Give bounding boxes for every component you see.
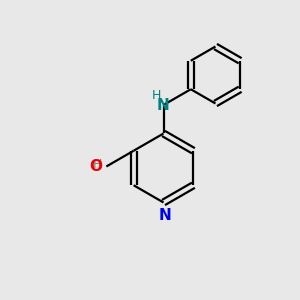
Text: H: H — [151, 89, 161, 102]
Text: N: N — [159, 208, 171, 223]
Text: H: H — [92, 158, 102, 171]
Text: O: O — [90, 159, 103, 174]
Text: N: N — [157, 98, 170, 112]
